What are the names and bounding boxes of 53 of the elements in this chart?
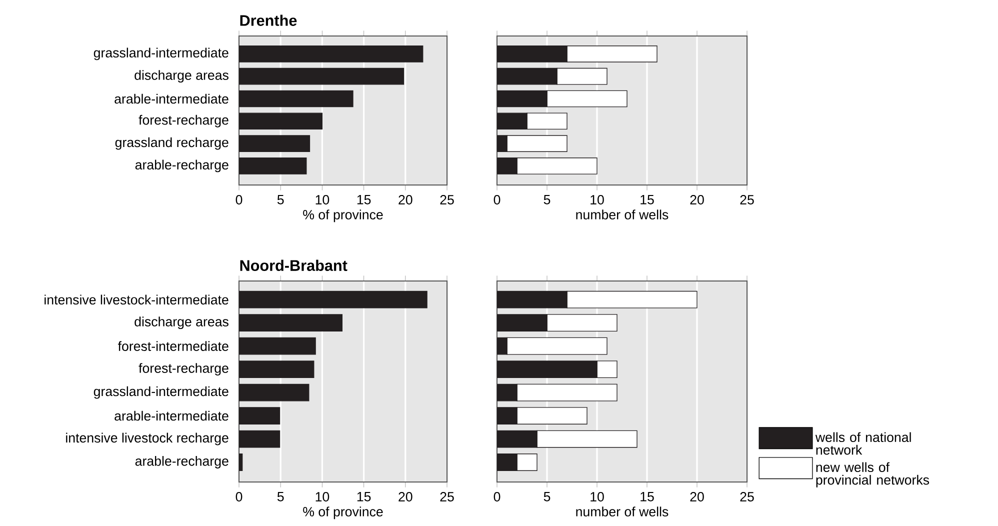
y-tick-label: arable-recharge (135, 160, 228, 172)
y-tick-label: discharge areas (134, 70, 228, 83)
x-tick-label: 15 (357, 492, 371, 502)
bar (239, 290, 428, 308)
x-tick-label: 20 (398, 492, 412, 502)
x-tick-label: 0 (494, 195, 500, 204)
legend-label: wells of national network (815, 432, 911, 455)
x-tick-label: 10 (590, 195, 604, 204)
y-tick-label: forest-intermediate (118, 341, 228, 351)
bar (239, 384, 310, 402)
bar (239, 337, 316, 355)
x-axis-title: number of wells (576, 210, 668, 220)
x-tick-label: 10 (316, 492, 330, 502)
y-tick-label: intensive livestock-intermediate (44, 294, 228, 304)
x-tick-label: 15 (640, 492, 654, 502)
y-tick-label: discharge areas (134, 316, 228, 330)
legend-label: new wells of provincial networks (816, 462, 930, 488)
x-tick-label: 0 (494, 492, 500, 502)
x-tick-label: 25 (740, 195, 754, 204)
x-tick-label: 20 (690, 492, 704, 502)
bar (239, 407, 280, 424)
y-tick-label: grassland recharge (115, 137, 228, 150)
y-tick-label: forest-recharge (138, 363, 228, 376)
x-tick-label: 25 (440, 195, 454, 204)
x-tick-label: 5 (277, 492, 284, 502)
x-tick-label: 20 (398, 195, 412, 204)
bar (239, 314, 343, 332)
x-tick-label: 20 (690, 195, 704, 204)
x-tick-label: 25 (740, 492, 754, 502)
bar (239, 430, 280, 448)
y-tick-label: grassland-intermediate (94, 48, 228, 60)
x-tick-label: 0 (236, 492, 242, 502)
bar (239, 360, 314, 378)
chart-title: Drenthe (240, 14, 297, 26)
x-tick-label: 5 (544, 195, 550, 204)
y-tick-label: grassland-intermediate (94, 386, 228, 399)
x-axis-title: % of province (303, 506, 383, 520)
y-tick-label: arable-recharge (135, 456, 228, 468)
y-tick-label: forest-recharge (138, 114, 228, 128)
x-tick-label: 10 (316, 195, 330, 204)
chart-title: Noord-Brabant (240, 260, 348, 271)
x-axis-title: % of province (303, 210, 383, 222)
x-tick-label: 15 (640, 195, 654, 204)
x-tick-label: 5 (544, 492, 550, 502)
x-tick-label: 0 (236, 195, 242, 204)
y-tick-label: intensive livestock recharge (66, 432, 228, 446)
y-tick-label: arable-intermediate (114, 94, 228, 104)
x-tick-label: 15 (357, 195, 371, 204)
y-tick-label: arable-intermediate (114, 410, 228, 421)
x-tick-label: 5 (277, 195, 284, 204)
x-tick-label: 10 (590, 492, 604, 502)
x-tick-label: 25 (440, 492, 454, 502)
x-axis-title: number of wells (576, 506, 668, 516)
